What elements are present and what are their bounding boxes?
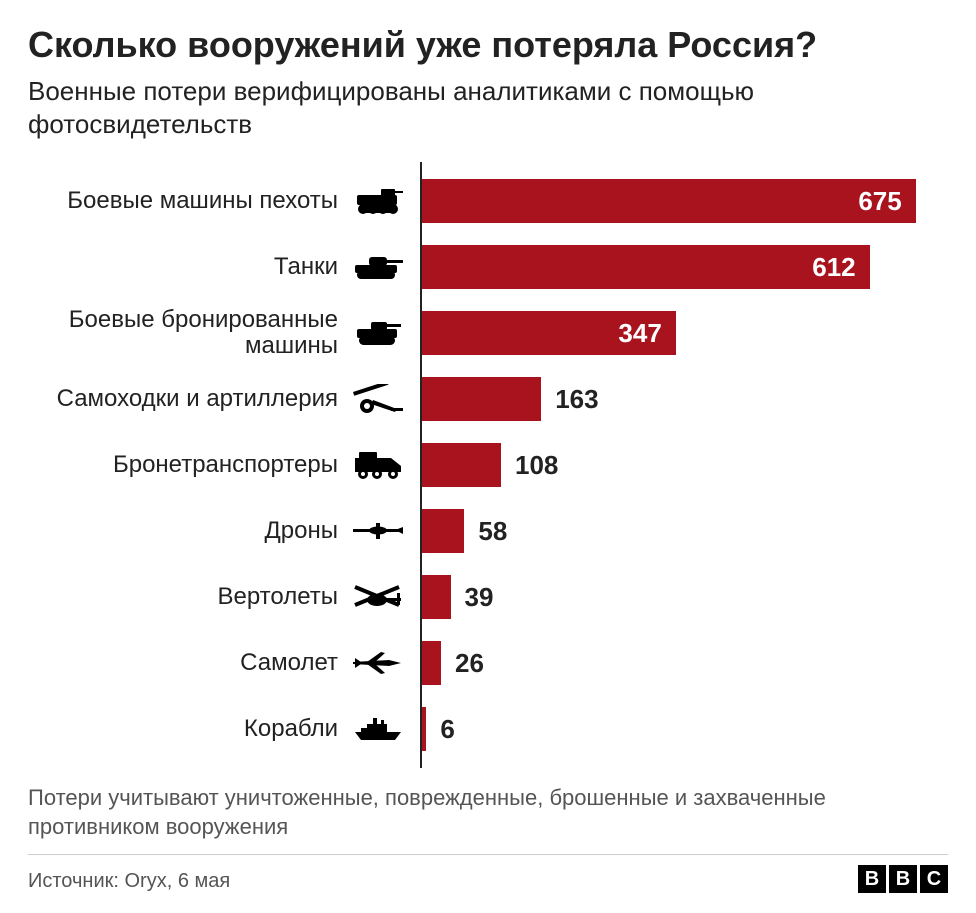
bbc-logo-b1: B bbox=[858, 865, 886, 893]
category-label: Самолет bbox=[240, 650, 348, 676]
bar bbox=[422, 509, 464, 553]
bar: 675 bbox=[422, 179, 916, 223]
bar-value: 347 bbox=[618, 318, 661, 349]
bar: 347 bbox=[422, 311, 676, 355]
footer: Источник: Oryx, 6 мая B B C bbox=[28, 854, 948, 893]
bar-column: 347 bbox=[420, 300, 948, 366]
bar-column: 612 bbox=[420, 234, 948, 300]
label-column: Самолет bbox=[28, 650, 420, 676]
ifv-icon bbox=[348, 187, 408, 215]
bar-column: 26 bbox=[420, 630, 948, 696]
bar-value: 6 bbox=[440, 714, 454, 745]
artillery-icon bbox=[348, 384, 408, 414]
label-column: Корабли bbox=[28, 716, 420, 742]
bar-column: 108 bbox=[420, 432, 948, 498]
chart-row: Бронетранспортеры 108 bbox=[28, 432, 948, 498]
chart-row: Корабли 6 bbox=[28, 696, 948, 762]
ship-icon bbox=[348, 716, 408, 742]
category-label: Дроны bbox=[265, 518, 348, 544]
label-column: Танки bbox=[28, 253, 420, 281]
bar bbox=[422, 707, 426, 751]
chart-subtitle: Военные потери верифицированы аналитикам… bbox=[28, 75, 948, 140]
chart-row: Боевые бронированные машины 347 bbox=[28, 300, 948, 366]
apc-icon bbox=[348, 450, 408, 480]
chart-row: Дроны 58 bbox=[28, 498, 948, 564]
bbc-logo: B B C bbox=[858, 865, 948, 893]
category-label: Корабли bbox=[244, 716, 348, 742]
category-label: Танки bbox=[274, 254, 348, 280]
bar-value: 108 bbox=[515, 450, 558, 481]
bar-column: 39 bbox=[420, 564, 948, 630]
axis-tick bbox=[420, 760, 422, 768]
bar-value: 675 bbox=[858, 186, 901, 217]
bar-value: 39 bbox=[465, 582, 494, 613]
bar-chart: Боевые машины пехоты 675 Танки 612 Боевые бр… bbox=[28, 168, 948, 762]
bar: 612 bbox=[422, 245, 870, 289]
bbc-logo-b2: B bbox=[889, 865, 917, 893]
helicopter-icon bbox=[348, 583, 408, 611]
bar bbox=[422, 641, 441, 685]
bar-value: 58 bbox=[478, 516, 507, 547]
axis-tick bbox=[420, 162, 422, 170]
chart-row: Вертолеты 39 bbox=[28, 564, 948, 630]
chart-title: Сколько вооружений уже потеряла Россия? bbox=[28, 24, 948, 65]
bar-column: 58 bbox=[420, 498, 948, 564]
bar bbox=[422, 575, 451, 619]
drone-icon bbox=[348, 521, 408, 541]
bar-value: 26 bbox=[455, 648, 484, 679]
bbc-logo-c: C bbox=[920, 865, 948, 893]
bar-value: 612 bbox=[812, 252, 855, 283]
bar-column: 675 bbox=[420, 168, 948, 234]
label-column: Вертолеты bbox=[28, 583, 420, 611]
chart-row: Боевые машины пехоты 675 bbox=[28, 168, 948, 234]
chart-note: Потери учитывают уничтоженные, поврежден… bbox=[28, 784, 948, 841]
chart-area: Боевые машины пехоты 675 Танки 612 Боевые бр… bbox=[28, 168, 948, 762]
source-text: Источник: Oryx, 6 мая bbox=[28, 870, 230, 893]
bar-column: 6 bbox=[420, 696, 948, 762]
category-label: Бронетранспортеры bbox=[113, 452, 348, 478]
category-label: Боевые бронированные машины bbox=[28, 307, 348, 360]
chart-row: Самолет 26 bbox=[28, 630, 948, 696]
tank-icon bbox=[348, 253, 408, 281]
label-column: Самоходки и артиллерия bbox=[28, 384, 420, 414]
label-column: Бронетранспортеры bbox=[28, 450, 420, 480]
jet-icon bbox=[348, 650, 408, 676]
bar bbox=[422, 377, 541, 421]
chart-row: Самоходки и артиллерия 163 bbox=[28, 366, 948, 432]
category-label: Вертолеты bbox=[217, 584, 348, 610]
category-label: Самоходки и артиллерия bbox=[57, 386, 348, 412]
bar-column: 163 bbox=[420, 366, 948, 432]
category-label: Боевые машины пехоты bbox=[67, 188, 348, 214]
afv-icon bbox=[348, 319, 408, 347]
label-column: Дроны bbox=[28, 518, 420, 544]
label-column: Боевые бронированные машины bbox=[28, 307, 420, 360]
bar bbox=[422, 443, 501, 487]
bar-value: 163 bbox=[555, 384, 598, 415]
chart-row: Танки 612 bbox=[28, 234, 948, 300]
label-column: Боевые машины пехоты bbox=[28, 187, 420, 215]
